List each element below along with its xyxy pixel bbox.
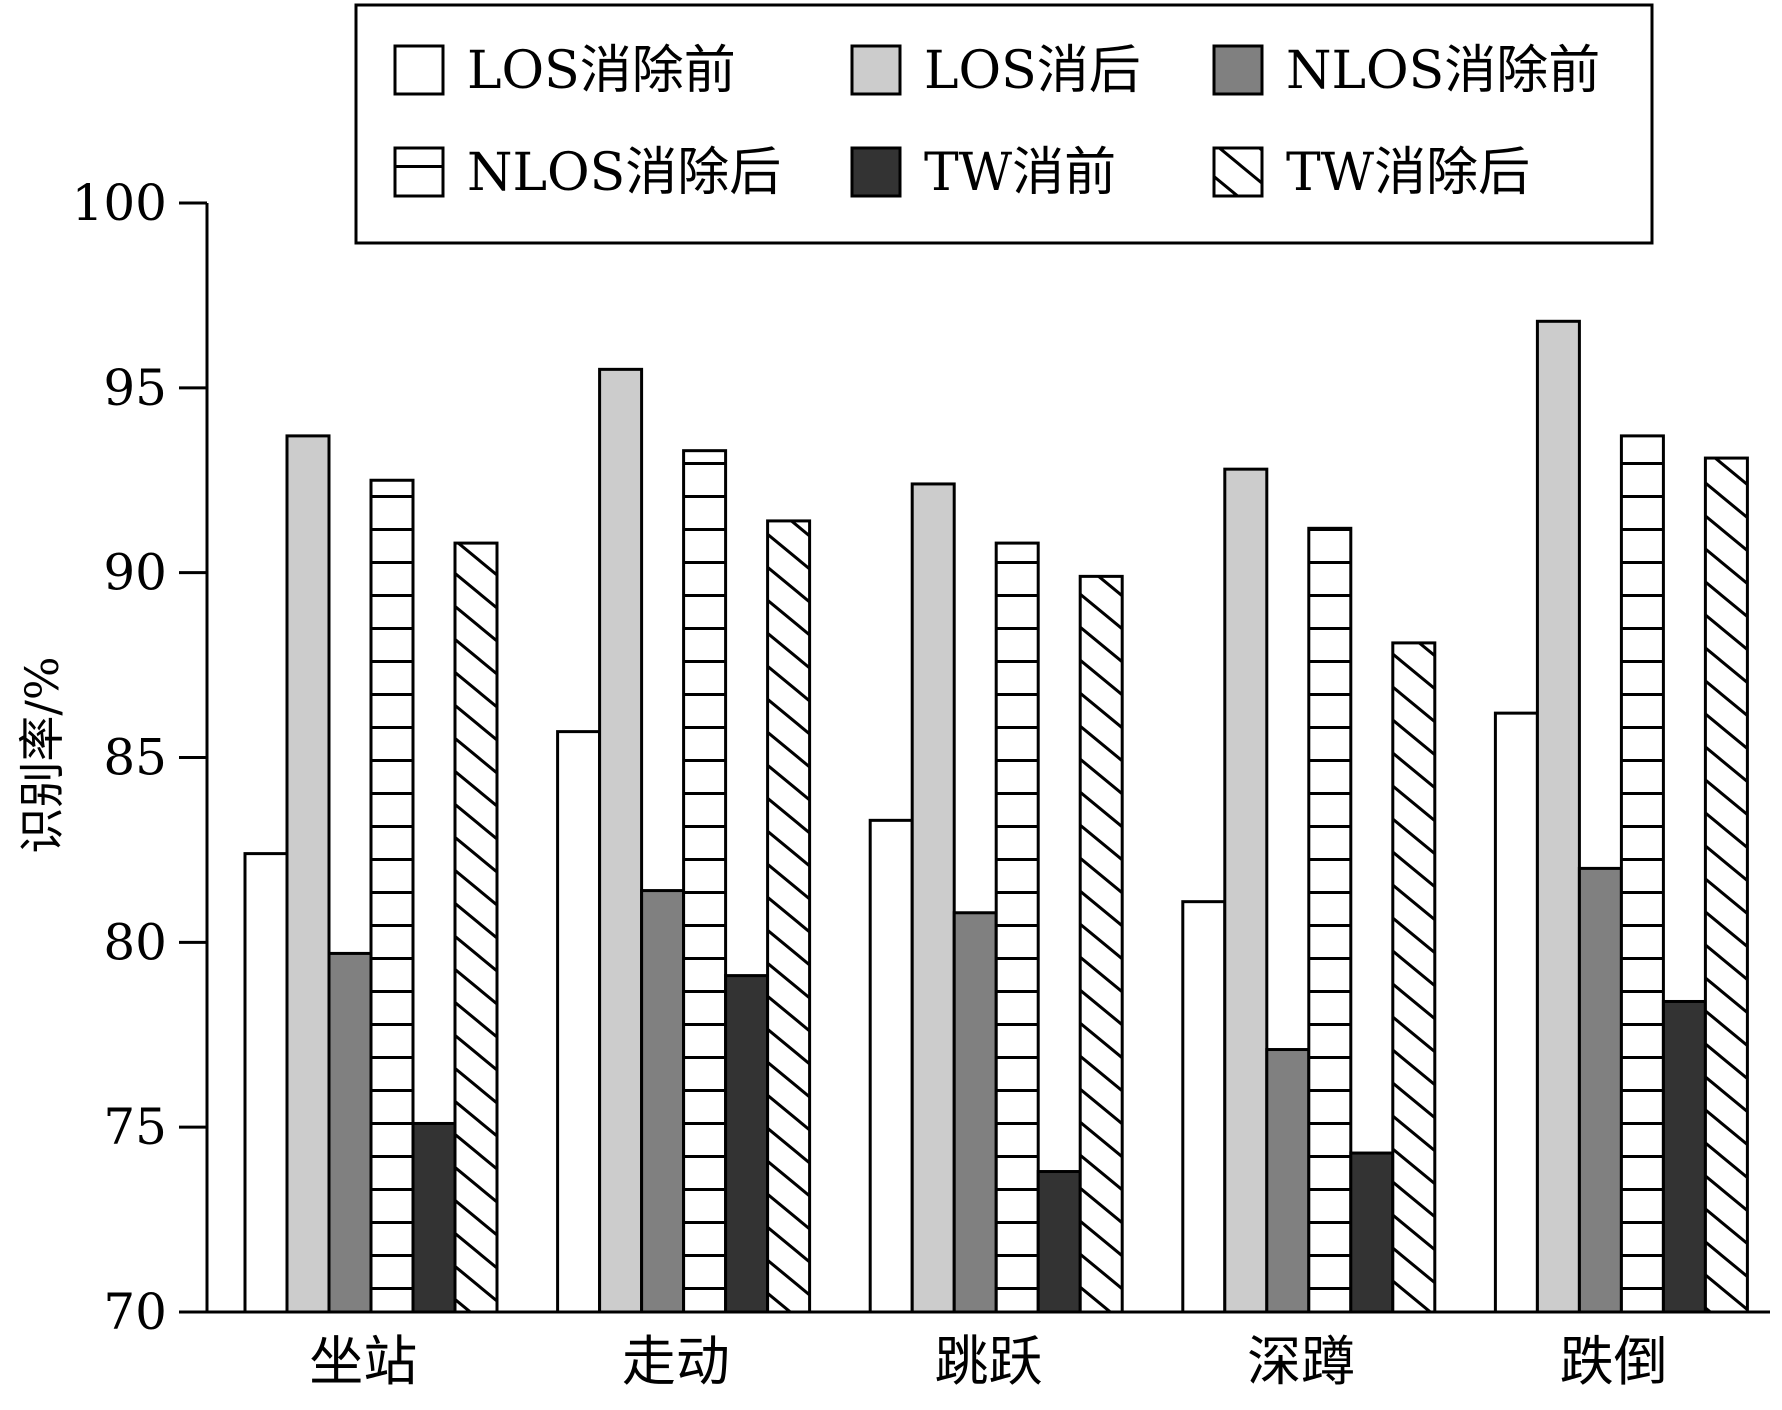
bar-series-4-2 [682,449,728,1314]
bar-series-4-4 [1307,526,1353,1314]
y-tick-label: 80 [103,913,167,971]
x-tick-label: 坐站 [309,1330,417,1393]
bar-series-5-5 [1661,999,1707,1314]
bar-series-5-2 [724,974,770,1314]
y-tick-label: 75 [103,1098,167,1156]
bar-series-1-4 [1181,900,1227,1314]
legend-label-series-4: NLOS消除后 [467,143,781,203]
legend-label-series-2: LOS消后 [924,41,1141,101]
bar-series-4-1 [369,478,415,1314]
x-tick-label: 跌倒 [1560,1330,1668,1393]
bar-series-6-2 [766,519,812,1314]
bar-series-3-3 [952,911,998,1314]
bar-series-5-1 [411,1121,457,1314]
bar-series-5-3 [1036,1170,1082,1314]
bar-series-5-4 [1349,1151,1395,1314]
x-tick-label: 深蹲 [1247,1330,1355,1393]
bar-series-2-1 [285,434,331,1314]
y-tick-label: 95 [103,359,167,417]
y-tick-label: 70 [103,1283,167,1341]
bar-series-2-5 [1535,319,1581,1314]
bar-series-6-5 [1703,456,1749,1314]
bar-series-4-5 [1619,434,1665,1314]
bar-series-3-5 [1577,866,1623,1314]
bar-series-6-1 [453,541,499,1314]
axes: 坐站 走动 跳跃 深蹲 跌倒 70 75 80 85 90 95 100 [72,174,1770,1393]
bar-series-4-3 [994,541,1040,1314]
bar-series-3-2 [640,889,686,1314]
bar-series-2-3 [910,482,956,1314]
plot-area [243,319,1749,1314]
bar-series-6-4 [1391,641,1437,1314]
x-tick-label: 跳跃 [935,1330,1043,1393]
legend-box [354,3,1654,245]
legend-label-series-5: TW消前 [924,143,1116,203]
bar-series-1-5 [1493,711,1539,1314]
bar-series-3-1 [327,951,373,1314]
legend-swatch-series-6 [1212,146,1264,198]
legend-swatch-series-1 [393,44,445,96]
bar-series-3-4 [1265,1048,1311,1314]
y-axis-title: 识别率/% [15,656,69,853]
legend-swatch-series-4 [393,146,445,198]
legend-swatch-series-5 [850,146,902,198]
legend: LOS消除前 LOS消后 NLOS消除前 NLOS消除后 TW消前 TW消除后 [354,3,1654,245]
y-tick-label: 85 [103,729,167,787]
legend-label-series-6: TW消除后 [1286,143,1530,203]
x-tick-label: 走动 [622,1330,730,1393]
bar-series-1-3 [868,818,914,1314]
legend-swatch-series-3 [1212,44,1264,96]
bar-series-6-3 [1078,574,1124,1314]
legend-label-series-3: NLOS消除前 [1286,41,1600,101]
y-tick-label: 100 [72,174,167,232]
bar-series-1-1 [243,852,289,1314]
bar-series-2-2 [598,367,644,1314]
legend-swatch-series-2 [850,44,902,96]
legend-label-series-1: LOS消除前 [467,41,736,101]
y-tick-label: 90 [103,544,167,602]
bar-series-1-2 [556,730,602,1314]
bar-series-2-4 [1223,467,1269,1314]
